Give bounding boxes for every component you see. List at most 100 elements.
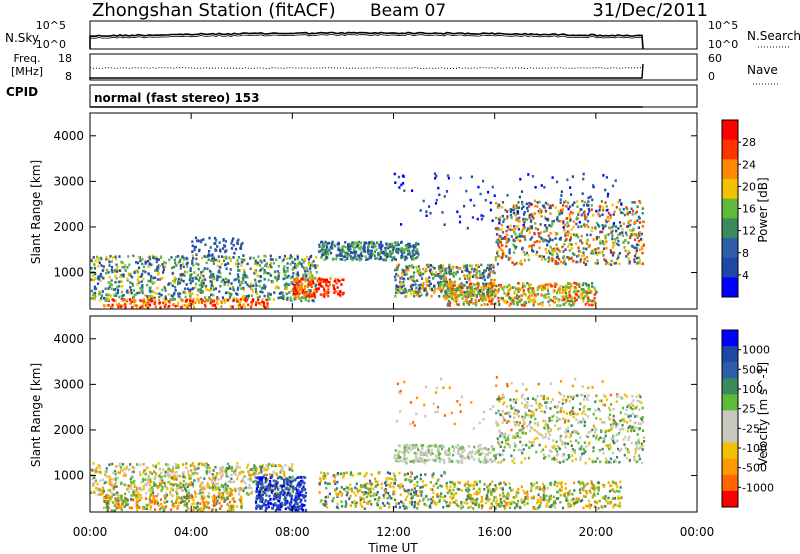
- echo-cell: [544, 238, 547, 242]
- echo-cell: [470, 264, 473, 267]
- echo-cell: [423, 289, 426, 292]
- echo-cell: [551, 238, 554, 242]
- echo-cell: [194, 495, 197, 499]
- echo-cell: [472, 302, 475, 305]
- echo-cell: [267, 296, 270, 300]
- echo-cell: [195, 297, 199, 301]
- echo-cell: [93, 287, 96, 291]
- echo-cell: [114, 498, 117, 501]
- echo-cell: [212, 275, 216, 279]
- echo-cell: [296, 498, 299, 501]
- echo-cell: [529, 219, 533, 222]
- echo-cell: [562, 288, 565, 292]
- echo-cell: [274, 486, 277, 490]
- echo-cell: [244, 481, 247, 485]
- echo-cell: [533, 199, 537, 203]
- echo-cell: [411, 255, 414, 258]
- echo-cell: [555, 262, 558, 266]
- echo-cell: [192, 264, 195, 267]
- echo-cell: [385, 255, 389, 259]
- echo-cell: [398, 486, 402, 490]
- echo-cell: [549, 245, 552, 249]
- echo-cell: [208, 466, 211, 470]
- echo-cell: [568, 249, 571, 252]
- echo-cell: [247, 284, 250, 288]
- echo-cell: [388, 494, 391, 498]
- echo-cell: [566, 286, 570, 289]
- echo-cell: [191, 496, 194, 499]
- echo-cell: [215, 500, 218, 504]
- echo-cell: [281, 491, 284, 494]
- echo-cell: [530, 247, 534, 250]
- echo-cell: [310, 285, 313, 288]
- echo-cell: [429, 504, 432, 508]
- echo-cell: [128, 290, 131, 294]
- echo-cell: [185, 487, 188, 491]
- echo-cell: [233, 480, 236, 484]
- echo-cell: [282, 267, 286, 270]
- echo-cell: [175, 255, 178, 259]
- echo-cell: [530, 226, 533, 230]
- echo-cell: [92, 279, 95, 282]
- echo-cell: [238, 269, 241, 272]
- echo-cell: [263, 269, 266, 272]
- echo-cell: [320, 499, 323, 502]
- echo-cell: [102, 478, 105, 482]
- echo-cell: [486, 266, 489, 270]
- echo-cell: [150, 499, 153, 503]
- echo-cell: [161, 485, 164, 489]
- echo-cell: [97, 265, 100, 268]
- echo-cell: [199, 291, 202, 294]
- echo-cell: [147, 279, 150, 283]
- echo-cell: [148, 257, 151, 260]
- echo-cell: [191, 482, 194, 485]
- echo-cell: [203, 487, 206, 491]
- echo-cell: [602, 254, 605, 257]
- echo-cell: [187, 302, 190, 305]
- echo-cell: [469, 264, 472, 268]
- echo-cell: [277, 499, 280, 503]
- echo-cell: [490, 302, 493, 305]
- echo-cell: [472, 269, 476, 273]
- echo-cell: [480, 217, 483, 221]
- echo-cell: [289, 508, 292, 511]
- echo-cell: [197, 267, 200, 271]
- echo-cell: [230, 467, 233, 470]
- echo-cell: [311, 264, 315, 267]
- echo-cell: [433, 267, 436, 270]
- echo-cell: [440, 289, 443, 293]
- echo-cell: [326, 482, 329, 485]
- echo-cell: [211, 284, 214, 288]
- echo-cell: [293, 295, 296, 298]
- echo-cell: [242, 297, 245, 300]
- echo-cell: [245, 486, 248, 489]
- echo-cell: [257, 298, 260, 302]
- echo-cell: [625, 206, 628, 209]
- echo-cell: [171, 476, 174, 480]
- echo-cell: [547, 283, 550, 287]
- echo-cell: [347, 252, 350, 256]
- echo-cell: [274, 503, 277, 507]
- echo-cell: [474, 294, 477, 298]
- echo-cell: [304, 279, 307, 283]
- echo-cell: [469, 285, 472, 288]
- echo-cell: [218, 241, 221, 244]
- echo-cell: [559, 304, 562, 307]
- echo-cell: [637, 243, 640, 247]
- echo-cell: [158, 484, 161, 487]
- echo-cell: [115, 257, 118, 261]
- echo-cell: [267, 505, 270, 509]
- echo-cell: [465, 281, 468, 284]
- echo-cell: [525, 301, 528, 304]
- echo-cell: [551, 220, 554, 223]
- echo-cell: [291, 475, 294, 479]
- echo-cell: [330, 242, 333, 245]
- echo-cell: [641, 207, 644, 210]
- echo-cell: [305, 275, 308, 278]
- echo-cell: [473, 283, 476, 286]
- echo-cell: [210, 281, 213, 284]
- echo-cell: [304, 297, 307, 301]
- echo-cell: [525, 202, 528, 206]
- echo-cell: [519, 259, 523, 263]
- echo-cell: [196, 273, 199, 277]
